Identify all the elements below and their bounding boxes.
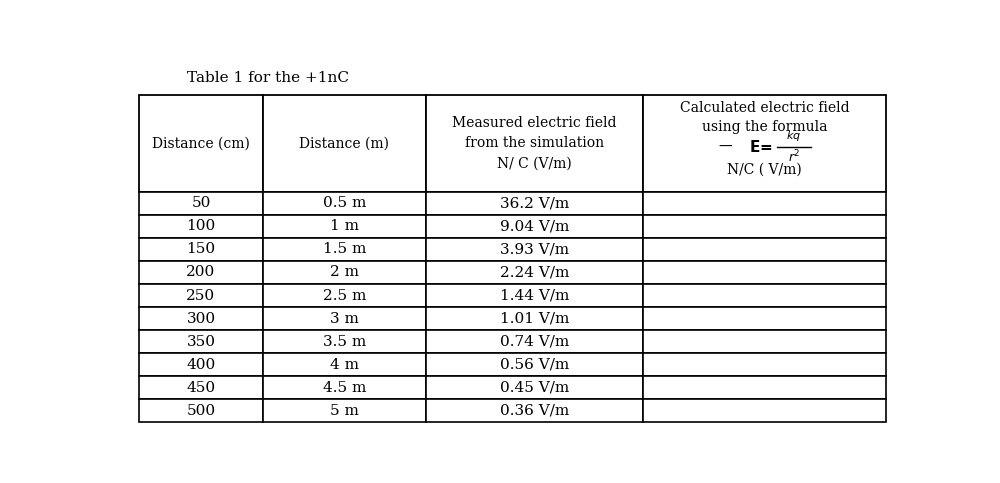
- Text: Distance (m): Distance (m): [299, 136, 389, 150]
- Text: —: —: [719, 140, 732, 154]
- Text: Calculated electric field: Calculated electric field: [680, 100, 849, 114]
- Bar: [139, 192, 263, 215]
- Bar: [643, 261, 886, 284]
- Text: N/C ( V/m): N/C ( V/m): [727, 163, 802, 177]
- Text: 350: 350: [186, 335, 215, 349]
- Text: 2.24 V/m: 2.24 V/m: [500, 266, 569, 280]
- Text: 500: 500: [186, 404, 216, 418]
- Text: $r^2$: $r^2$: [788, 149, 800, 166]
- Text: 450: 450: [186, 381, 216, 395]
- Text: 1.44 V/m: 1.44 V/m: [500, 288, 569, 302]
- Bar: [426, 307, 643, 330]
- Text: 4 m: 4 m: [330, 358, 359, 372]
- Text: 200: 200: [186, 266, 216, 280]
- Bar: [426, 261, 643, 284]
- Bar: [263, 376, 426, 399]
- Text: 3 m: 3 m: [330, 312, 359, 326]
- Text: 4.5 m: 4.5 m: [323, 381, 366, 395]
- Text: 0.36 V/m: 0.36 V/m: [500, 404, 569, 418]
- Bar: [426, 238, 643, 261]
- Bar: [263, 353, 426, 376]
- Bar: [426, 353, 643, 376]
- Text: 250: 250: [186, 288, 216, 302]
- Text: Measured electric field
from the simulation
N/ C (V/m): Measured electric field from the simulat…: [452, 116, 616, 171]
- Text: 0.74 V/m: 0.74 V/m: [500, 335, 569, 349]
- Bar: [263, 284, 426, 307]
- Bar: [643, 95, 886, 192]
- Bar: [426, 399, 643, 423]
- Text: Table 1 for the +1nC: Table 1 for the +1nC: [187, 71, 349, 85]
- Text: 0.45 V/m: 0.45 V/m: [500, 381, 569, 395]
- Text: using the formula: using the formula: [702, 120, 827, 134]
- Text: 2 m: 2 m: [330, 266, 359, 280]
- Text: 36.2 V/m: 36.2 V/m: [500, 196, 569, 210]
- Text: 50: 50: [191, 196, 211, 210]
- Bar: [426, 215, 643, 238]
- Text: 1.01 V/m: 1.01 V/m: [500, 312, 569, 326]
- Text: 3.5 m: 3.5 m: [323, 335, 366, 349]
- Text: 150: 150: [186, 242, 216, 256]
- Text: 100: 100: [186, 219, 216, 233]
- Text: 1.5 m: 1.5 m: [323, 242, 366, 256]
- Bar: [263, 192, 426, 215]
- Bar: [139, 376, 263, 399]
- Text: 9.04 V/m: 9.04 V/m: [500, 219, 569, 233]
- Bar: [643, 307, 886, 330]
- Bar: [643, 399, 886, 423]
- Bar: [139, 238, 263, 261]
- Bar: [426, 330, 643, 353]
- Bar: [643, 330, 886, 353]
- Bar: [643, 284, 886, 307]
- Bar: [263, 261, 426, 284]
- Bar: [139, 307, 263, 330]
- Bar: [139, 330, 263, 353]
- Text: 5 m: 5 m: [330, 404, 359, 418]
- Bar: [263, 238, 426, 261]
- Bar: [643, 238, 886, 261]
- Bar: [263, 307, 426, 330]
- Bar: [643, 376, 886, 399]
- Bar: [426, 95, 643, 192]
- Text: $\mathbf{E}$=: $\mathbf{E}$=: [749, 139, 772, 155]
- Text: Distance (cm): Distance (cm): [152, 136, 250, 150]
- Bar: [643, 215, 886, 238]
- Text: 300: 300: [186, 312, 216, 326]
- Text: 0.56 V/m: 0.56 V/m: [500, 358, 569, 372]
- Text: 1 m: 1 m: [330, 219, 359, 233]
- Bar: [139, 261, 263, 284]
- Bar: [263, 95, 426, 192]
- Text: 2.5 m: 2.5 m: [323, 288, 366, 302]
- Text: 3.93 V/m: 3.93 V/m: [500, 242, 569, 256]
- Bar: [426, 284, 643, 307]
- Bar: [139, 215, 263, 238]
- Text: 0.5 m: 0.5 m: [323, 196, 366, 210]
- Bar: [643, 353, 886, 376]
- Bar: [139, 399, 263, 423]
- Text: 400: 400: [186, 358, 216, 372]
- Bar: [426, 192, 643, 215]
- Bar: [263, 330, 426, 353]
- Bar: [263, 399, 426, 423]
- Bar: [263, 215, 426, 238]
- Bar: [643, 192, 886, 215]
- Text: $\mathit{kq}$: $\mathit{kq}$: [786, 129, 801, 143]
- Bar: [139, 284, 263, 307]
- Bar: [426, 376, 643, 399]
- Bar: [139, 95, 263, 192]
- Bar: [139, 353, 263, 376]
